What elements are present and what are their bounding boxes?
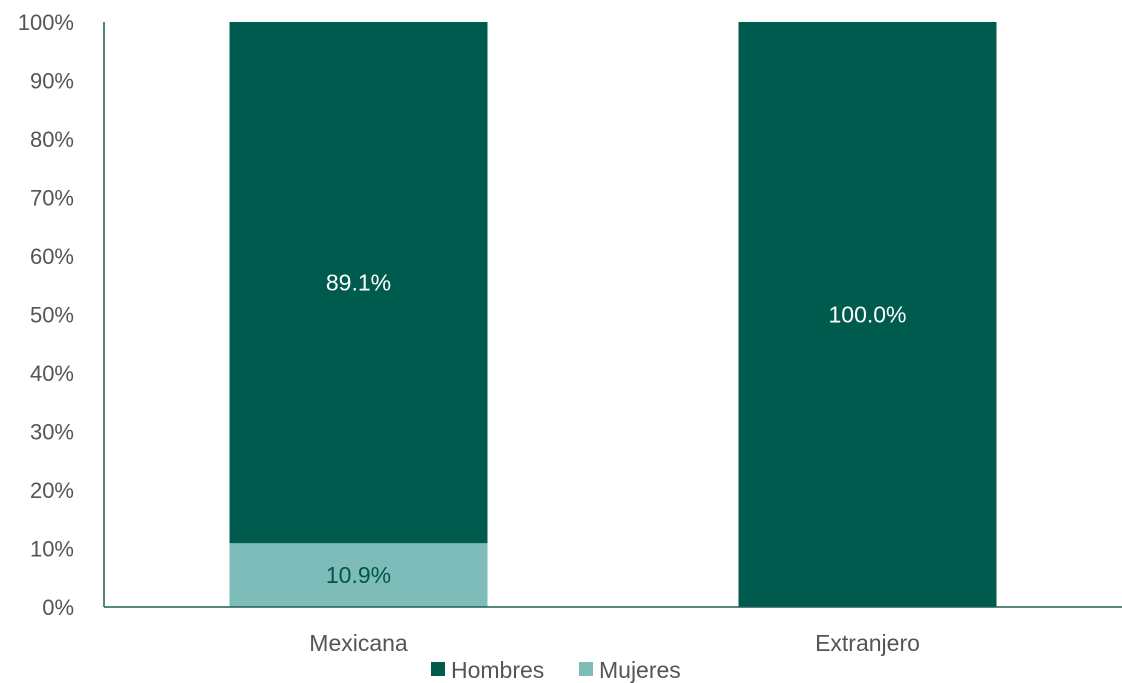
data-label-hombres-mexicana: 89.1%: [326, 270, 391, 296]
bar-mujeres-mexicana: [229, 543, 488, 607]
bars: [229, 22, 997, 607]
x-category-label: Extranjero: [815, 630, 920, 656]
y-axis-ticks: 0% 10% 20% 30% 40% 50% 60% 70% 80% 90% 100%: [18, 10, 74, 620]
y-tick-label: 0%: [42, 595, 74, 620]
data-label-hombres-extranjero: 100.0%: [828, 302, 906, 328]
bar-hombres-mexicana: [229, 22, 488, 544]
y-tick-label: 90%: [30, 69, 74, 94]
bar-hombres-extranjero: [738, 22, 997, 607]
y-tick-label: 100%: [18, 10, 74, 35]
y-tick-label: 80%: [30, 127, 74, 152]
y-tick-label: 50%: [30, 303, 74, 328]
legend-label-hombres: Hombres: [451, 657, 544, 683]
y-tick-label: 30%: [30, 420, 74, 445]
legend-label-mujeres: Mujeres: [599, 657, 681, 683]
y-tick-label: 10%: [30, 537, 74, 562]
x-axis-categories: Mexicana Extranjero: [309, 630, 920, 656]
legend-swatch-hombres: [431, 662, 445, 676]
y-tick-label: 20%: [30, 478, 74, 503]
data-labels: 10.9% 89.1% 100.0%: [326, 270, 907, 589]
y-tick-label: 70%: [30, 186, 74, 211]
legend: Hombres Mujeres: [431, 657, 681, 683]
data-label-mujeres-mexicana: 10.9%: [326, 562, 391, 588]
y-tick-label: 60%: [30, 244, 74, 269]
y-tick-label: 40%: [30, 361, 74, 386]
x-category-label: Mexicana: [309, 630, 408, 656]
legend-swatch-mujeres: [579, 662, 593, 676]
